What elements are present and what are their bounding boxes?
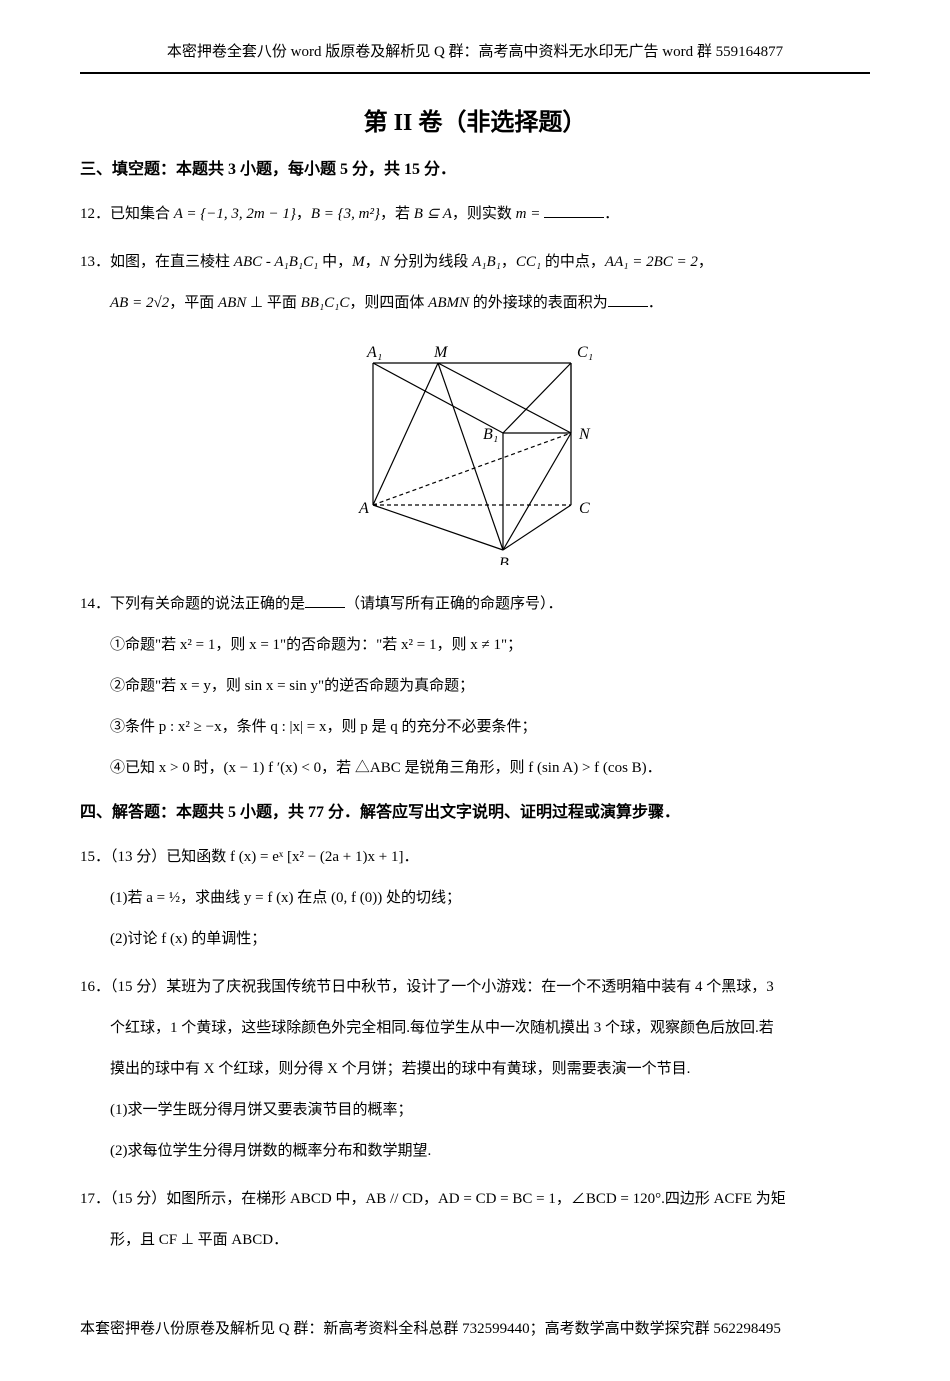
svg-text:B₁: B₁ xyxy=(483,426,498,443)
q13-perp: ⊥ xyxy=(246,295,267,311)
q13-l2c: 平面 xyxy=(267,295,301,311)
q12-pre: 已知集合 xyxy=(110,206,174,222)
q17-text: （15 分）如图所示，在梯形 ABCD 中，AB // CD，AD = CD =… xyxy=(110,1191,786,1207)
q15-text: （13 分）已知函数 f (x) = eˣ [x² − (2a + 1)x + … xyxy=(110,849,418,865)
prism-diagram: A₁ C₁ M B₁ N A C B xyxy=(80,335,870,573)
q13-line2: AB = 2√2，平面 ABN ⊥ 平面 BB₁C₁C，则四面体 ABMN 的外… xyxy=(80,287,870,320)
q13-t6: 的中点， xyxy=(541,254,605,270)
q12-c3: ，则实数 xyxy=(452,206,516,222)
q14-s2: ②命题"若 x = y，则 sin x = sin y"的逆否命题为真命题； xyxy=(80,670,870,703)
q13-a1b1: A₁B₁ xyxy=(472,254,501,270)
question-17: 17．（15 分）如图所示，在梯形 ABCD 中，AB // CD，AD = C… xyxy=(80,1183,870,1257)
q14-s4: ④已知 x > 0 时，(x − 1) f ′(x) < 0，若 △ABC 是锐… xyxy=(80,752,870,785)
q13-abmn: ABMN xyxy=(428,295,469,311)
q13-cc1: CC₁ xyxy=(516,254,541,270)
q13-l2d: ，则四面体 xyxy=(349,295,428,311)
q13-number: 13． xyxy=(80,254,110,270)
section-title-pre: 第 xyxy=(364,110,394,136)
q12-blank xyxy=(544,203,604,218)
svg-text:A: A xyxy=(358,500,369,517)
q17-text2: 形，且 CF ⊥ 平面 ABCD． xyxy=(80,1224,870,1257)
q14-number: 14． xyxy=(80,596,110,612)
q15-sub2: (2)讨论 f (x) 的单调性； xyxy=(80,923,870,956)
q13-l2e: 的外接球的表面积为 xyxy=(469,295,608,311)
q14-hint: （请填写所有正确的命题序号）． xyxy=(345,596,563,612)
q16-text2: 个红球，1 个黄球，这些球除颜色外完全相同.每位学生从中一次随机摸出 3 个球，… xyxy=(80,1012,870,1045)
q17-number: 17． xyxy=(80,1191,110,1207)
subsection-4: 四、解答题：本题共 5 小题，共 77 分．解答应写出文字说明、证明过程或演算步… xyxy=(80,800,870,826)
q12-m: m = xyxy=(516,206,544,222)
q13-l2b: ，平面 xyxy=(169,295,218,311)
question-14: 14．下列有关命题的说法正确的是 （请填写所有正确的命题序号）． ①命题"若 x²… xyxy=(80,588,870,785)
q13-m: M xyxy=(352,254,365,270)
svg-text:C₁: C₁ xyxy=(577,344,593,361)
q12-set-a: A = {−1, 3, 2m − 1} xyxy=(174,206,296,222)
q13-t4: 分别为线段 xyxy=(390,254,473,270)
svg-text:B: B xyxy=(499,555,509,565)
q16-text3: 摸出的球中有 X 个红球，则分得 X 个月饼；若摸出的球中有黄球，则需要表演一个… xyxy=(80,1053,870,1086)
q13-period: ． xyxy=(648,295,663,311)
q13-t3: ， xyxy=(365,254,380,270)
q14-s1: ①命题"若 x² = 1，则 x = 1"的否命题为："若 x² = 1，则 x… xyxy=(80,629,870,662)
q12-set-b: B = {3, m²} xyxy=(311,206,380,222)
q16-sub2: (2)求每位学生分得月饼数的概率分布和数学期望. xyxy=(80,1135,870,1168)
q13-prism: ABC - A₁B₁C₁ xyxy=(234,254,319,270)
q12-c1: ， xyxy=(296,206,311,222)
q13-abn: ABN xyxy=(218,295,246,311)
q13-bb1c1c: BB₁C₁C xyxy=(301,295,350,311)
section-ii-title: 第 II 卷（非选择题） xyxy=(80,104,870,142)
question-16: 16．（15 分）某班为了庆祝我国传统节日中秋节，设计了一个小游戏：在一个不透明… xyxy=(80,971,870,1168)
q15-number: 15． xyxy=(80,849,110,865)
question-12: 12．已知集合 A = {−1, 3, 2m − 1}，B = {3, m²}，… xyxy=(80,198,870,231)
q13-n: N xyxy=(380,254,390,270)
q14-blank xyxy=(305,593,345,608)
svg-text:M: M xyxy=(433,344,449,361)
q14-text: 下列有关命题的说法正确的是 xyxy=(110,596,305,612)
q12-c2: ，若 xyxy=(380,206,414,222)
q14-s3: ③条件 p : x² ≥ −x，条件 q : |x| = x，则 p 是 q 的… xyxy=(80,711,870,744)
page-header: 本密押卷全套八份 word 版原卷及解析见 Q 群：高考高中资料无水印无广告 w… xyxy=(80,40,870,64)
section-roman: II xyxy=(394,110,413,136)
svg-text:N: N xyxy=(578,426,591,443)
q16-text: （15 分）某班为了庆祝我国传统节日中秋节，设计了一个小游戏：在一个不透明箱中装… xyxy=(110,979,774,995)
q12-number: 12． xyxy=(80,206,110,222)
svg-text:C: C xyxy=(579,500,590,517)
q12-period: ． xyxy=(604,206,619,222)
q13-t2: 中， xyxy=(318,254,352,270)
q13-blank xyxy=(608,292,648,307)
q16-number: 16． xyxy=(80,979,110,995)
q12-subset: B ⊆ A xyxy=(414,206,452,222)
question-13: 13．如图，在直三棱柱 ABC - A₁B₁C₁ 中，M，N 分别为线段 A₁B… xyxy=(80,246,870,320)
q13-t7: ， xyxy=(698,254,713,270)
q16-sub1: (1)求一学生既分得月饼又要表演节目的概率； xyxy=(80,1094,870,1127)
section-title-post: 卷（非选择题） xyxy=(412,110,586,136)
prism-svg: A₁ C₁ M B₁ N A C B xyxy=(335,335,615,565)
q13-t5: ， xyxy=(501,254,516,270)
header-rule xyxy=(80,72,870,74)
q13-aa1: AA₁ = 2BC = 2 xyxy=(605,254,698,270)
q13-t1: 如图，在直三棱柱 xyxy=(110,254,234,270)
question-15: 15．（13 分）已知函数 f (x) = eˣ [x² − (2a + 1)x… xyxy=(80,841,870,956)
svg-text:A₁: A₁ xyxy=(366,344,382,361)
page-footer: 本套密押卷八份原卷及解析见 Q 群：新高考资料全科总群 732599440；高考… xyxy=(80,1317,870,1341)
q13-ab: AB = 2√2 xyxy=(110,295,169,311)
subsection-3: 三、填空题：本题共 3 小题，每小题 5 分，共 15 分． xyxy=(80,157,870,183)
q15-sub1: (1)若 a = ½，求曲线 y = f (x) 在点 (0, f (0)) 处… xyxy=(80,882,870,915)
